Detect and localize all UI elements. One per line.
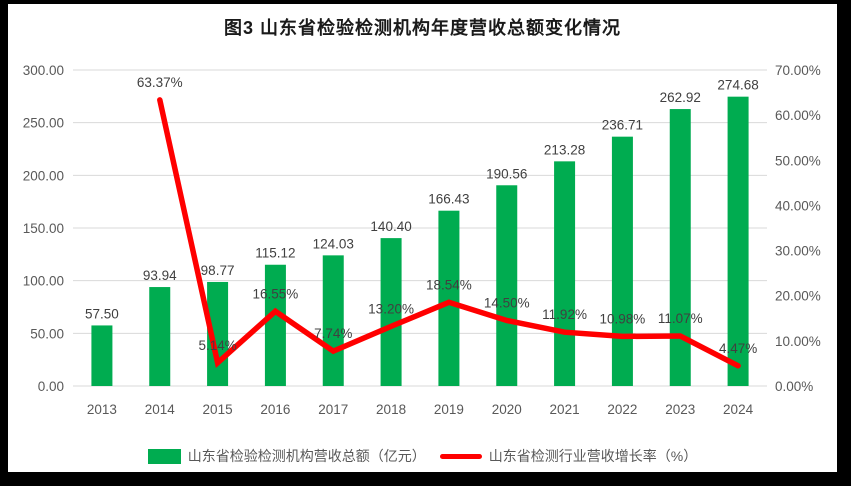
x-axis-tick-label: 2013 bbox=[87, 402, 117, 417]
revenue-bar bbox=[496, 185, 518, 386]
left-axis-tick-label: 300.00 bbox=[23, 63, 64, 78]
line-value-label: 14.50% bbox=[484, 296, 530, 311]
left-axis-tick-label: 100.00 bbox=[23, 274, 64, 289]
chart-title: 图3 山东省检验检测机构年度营收总额变化情况 bbox=[223, 18, 621, 38]
chart-legend: 山东省检验检测机构营收总额（亿元） 山东省检测行业营收增长率（%） bbox=[8, 446, 837, 466]
x-axis-tick-label: 2015 bbox=[203, 402, 233, 417]
bar-value-label: 98.77 bbox=[201, 263, 235, 278]
right-axis-tick-label: 30.00% bbox=[775, 244, 821, 259]
left-axis-tick-label: 50.00 bbox=[30, 326, 64, 341]
right-axis-tick-label: 70.00% bbox=[775, 63, 821, 78]
bar-value-label: 262.92 bbox=[660, 90, 701, 105]
bar-value-label: 236.71 bbox=[602, 118, 643, 133]
right-axis-tick-label: 60.00% bbox=[775, 108, 821, 123]
chart-panel: 图3 山东省检验检测机构年度营收总额变化情况 0.00 50.00 100.00 15… bbox=[8, 4, 837, 472]
legend-bar-swatch-icon bbox=[147, 448, 181, 464]
revenue-bar bbox=[322, 255, 344, 386]
right-axis-tick-label: 0.00% bbox=[775, 379, 813, 394]
line-value-label: 10.98% bbox=[600, 311, 646, 326]
legend-item-revenue: 山东省检验检测机构营收总额（亿元） bbox=[147, 446, 426, 466]
legend-bar-label: 山东省检验检测机构营收总额（亿元） bbox=[187, 448, 426, 464]
growth-rate-line bbox=[157, 97, 741, 369]
bar-value-label: 57.50 bbox=[85, 306, 119, 321]
revenue-bar bbox=[669, 109, 691, 386]
revenue-bar bbox=[380, 238, 402, 386]
bar-value-label: 213.28 bbox=[544, 142, 585, 157]
right-axis-tick-label: 20.00% bbox=[775, 289, 821, 304]
bar-value-label: 93.94 bbox=[143, 268, 177, 283]
revenue-bar bbox=[554, 161, 576, 386]
bar-value-label: 190.56 bbox=[486, 166, 527, 181]
bar-value-label: 274.68 bbox=[717, 78, 758, 93]
chart-plot-area: 0.00 50.00 100.00 150.00 200.00 250.00 300.00 0… bbox=[23, 63, 821, 417]
line-value-label: 13.20% bbox=[368, 301, 414, 316]
x-axis-tick-label: 2014 bbox=[145, 402, 176, 417]
line-value-label: 5.14% bbox=[198, 338, 236, 353]
line-value-label: 11.92% bbox=[542, 307, 587, 322]
revenue-bar bbox=[438, 210, 460, 386]
legend-item-growth: 山东省检测行业营收增长率（%） bbox=[439, 446, 698, 466]
revenue-bar bbox=[91, 325, 113, 386]
right-axis-tick-label: 50.00% bbox=[775, 153, 821, 168]
line-value-label: 4.47% bbox=[719, 341, 757, 356]
line-value-label: 18.54% bbox=[426, 277, 472, 292]
bar-value-label: 166.43 bbox=[428, 192, 469, 207]
line-value-label: 63.37% bbox=[137, 75, 183, 90]
x-axis-tick-label: 2024 bbox=[723, 402, 754, 417]
left-axis-tick-label: 250.00 bbox=[23, 116, 64, 131]
bar-value-label: 115.12 bbox=[255, 246, 295, 261]
right-axis-tick-label: 10.00% bbox=[775, 334, 821, 349]
revenue-bar bbox=[264, 264, 286, 386]
revenue-bar bbox=[727, 96, 749, 386]
x-axis-tick-label: 2023 bbox=[665, 402, 695, 417]
legend-line-swatch-icon bbox=[439, 453, 482, 459]
revenue-bar bbox=[611, 136, 633, 386]
x-axis-tick-label: 2022 bbox=[607, 402, 637, 417]
x-axis-tick-label: 2020 bbox=[492, 402, 522, 417]
x-axis-tick-label: 2018 bbox=[376, 402, 406, 417]
bar-value-label: 124.03 bbox=[313, 236, 354, 251]
left-axis-tick-label: 0.00 bbox=[38, 379, 64, 394]
line-value-label: 16.55% bbox=[253, 286, 299, 301]
legend-line-label: 山东省检测行业营收增长率（%） bbox=[488, 448, 698, 464]
left-axis-tick-label: 200.00 bbox=[23, 168, 64, 183]
x-axis-tick-label: 2017 bbox=[318, 402, 348, 417]
bar-value-label: 140.40 bbox=[370, 219, 411, 234]
line-value-label: 7.74% bbox=[314, 326, 352, 341]
left-axis-tick-label: 150.00 bbox=[23, 221, 64, 236]
line-value-label: 11.07% bbox=[658, 311, 703, 326]
revenue-bar bbox=[149, 287, 171, 386]
x-axis-tick-label: 2019 bbox=[434, 402, 464, 417]
x-axis-tick-label: 2021 bbox=[550, 402, 580, 417]
x-axis-tick-label: 2016 bbox=[260, 402, 290, 417]
right-axis-tick-label: 40.00% bbox=[775, 198, 821, 213]
